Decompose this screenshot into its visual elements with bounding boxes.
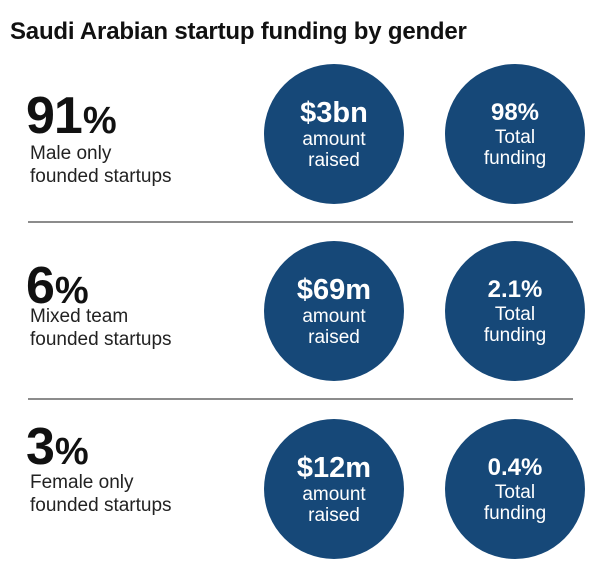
startup-share-sign: % — [54, 431, 89, 473]
total-funding-line1: Total — [494, 304, 536, 325]
category-label: Male only founded startups — [30, 142, 172, 188]
category-label-line1: Female only — [30, 472, 134, 493]
amount-raised-line2: raised — [308, 327, 360, 348]
amount-raised-value: $3bn — [300, 97, 368, 129]
total-funding-circle: 2.1% Total funding — [445, 241, 585, 381]
category-label-line1: Mixed team — [30, 306, 129, 327]
total-funding-circle: 98% Total funding — [445, 64, 585, 204]
amount-raised-line1: amount — [302, 306, 366, 327]
startup-share: 91% — [26, 87, 117, 145]
total-funding-line2: funding — [483, 503, 547, 524]
amount-raised-value: $12m — [296, 452, 372, 484]
amount-raised-line2: raised — [308, 150, 360, 171]
total-funding-value: 0.4% — [487, 454, 543, 481]
startup-share-value: 6 — [26, 257, 55, 315]
amount-raised-circle: $3bn amount raised — [264, 64, 404, 204]
amount-raised-line1: amount — [302, 129, 366, 150]
category-label-line2: founded startups — [30, 329, 172, 350]
chart-title: Saudi Arabian startup funding by gender — [10, 18, 467, 45]
row-female-only: 3% Female only founded startups $12m amo… — [0, 399, 600, 569]
startup-share-value: 3 — [26, 418, 55, 476]
category-label-line2: founded startups — [30, 166, 172, 187]
category-label: Female only founded startups — [30, 471, 172, 517]
category-label-line1: Male only — [30, 143, 112, 164]
total-funding-value: 98% — [490, 99, 540, 126]
startup-share-sign: % — [54, 270, 89, 312]
total-funding-line2: funding — [483, 148, 547, 169]
total-funding-value: 2.1% — [487, 276, 543, 303]
amount-raised-circle: $69m amount raised — [264, 241, 404, 381]
amount-raised-line1: amount — [302, 484, 366, 505]
row-mixed-team: 6% Mixed team founded startups $69m amou… — [0, 222, 600, 392]
category-label-line2: founded startups — [30, 495, 172, 516]
startup-share-sign: % — [82, 100, 117, 142]
startup-share-value: 91 — [26, 87, 83, 145]
total-funding-circle: 0.4% Total funding — [445, 419, 585, 559]
row-divider — [28, 221, 573, 223]
row-male-only: 91% Male only founded startups $3bn amou… — [0, 50, 600, 220]
startup-share: 6% — [26, 257, 89, 315]
category-label: Mixed team founded startups — [30, 305, 172, 351]
startup-share: 3% — [26, 418, 89, 476]
amount-raised-value: $69m — [296, 274, 372, 306]
total-funding-line1: Total — [494, 482, 536, 503]
row-divider — [28, 398, 573, 400]
total-funding-line2: funding — [483, 325, 547, 346]
total-funding-line1: Total — [494, 127, 536, 148]
amount-raised-line2: raised — [308, 505, 360, 526]
amount-raised-circle: $12m amount raised — [264, 419, 404, 559]
